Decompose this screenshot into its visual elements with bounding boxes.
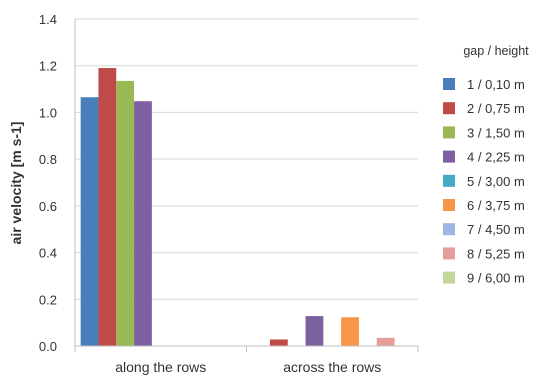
legend-label: 9 / 6,00 m (467, 271, 525, 286)
legend-swatch (443, 223, 455, 236)
legend-swatch (443, 150, 455, 163)
x-category-label: across the rows (283, 359, 381, 375)
legend-label: 5 / 3,00 m (467, 174, 525, 189)
bar (305, 316, 324, 346)
y-tick-label: 1.2 (39, 59, 57, 74)
legend-swatch (443, 199, 455, 211)
legend-label: 4 / 2,25 m (467, 150, 525, 165)
legend-swatch (443, 247, 455, 260)
bars (80, 68, 395, 347)
legend-swatch (443, 126, 455, 139)
legend-label: 2 / 0,75 m (467, 101, 525, 116)
y-tick-label: 0.8 (39, 152, 57, 167)
bar (269, 339, 288, 346)
legend-label: 1 / 0,10 m (467, 77, 525, 92)
x-category-label: along the rows (115, 359, 206, 375)
legend-title: gap / height (463, 44, 529, 58)
legend-swatch (443, 174, 455, 187)
legend-swatch (443, 78, 455, 90)
y-tick-label: 1.4 (39, 12, 57, 27)
legend: 1 / 0,10 m 2 / 0,75 m 3 / 1,50 m 4 / 2,25 m… (443, 77, 525, 286)
legend-label: 7 / 4,50 m (467, 222, 525, 237)
bar (80, 97, 99, 346)
bar (98, 68, 117, 347)
y-tick-label: 1.0 (39, 105, 57, 120)
legend-label: 3 / 1,50 m (467, 125, 525, 140)
bar (341, 317, 359, 346)
legend-swatch (443, 271, 455, 284)
bar (116, 80, 135, 347)
y-tick-label: 0.0 (39, 339, 57, 354)
bar (134, 101, 152, 347)
axes: 0.0 0.2 0.4 0.6 0.8 1.0 1.2 1.4 along the rows ac… (39, 12, 419, 375)
legend-label: 6 / 3,75 m (467, 198, 525, 213)
y-tick-label: 0.4 (39, 246, 57, 261)
bar (376, 337, 395, 346)
legend-swatch (443, 102, 455, 115)
y-tick-label: 0.2 (39, 292, 57, 307)
y-tick-label: 0.6 (39, 199, 57, 214)
legend-label: 8 / 5,25 m (467, 246, 525, 261)
y-axis-title: air velocity [m s-1] (8, 122, 24, 245)
